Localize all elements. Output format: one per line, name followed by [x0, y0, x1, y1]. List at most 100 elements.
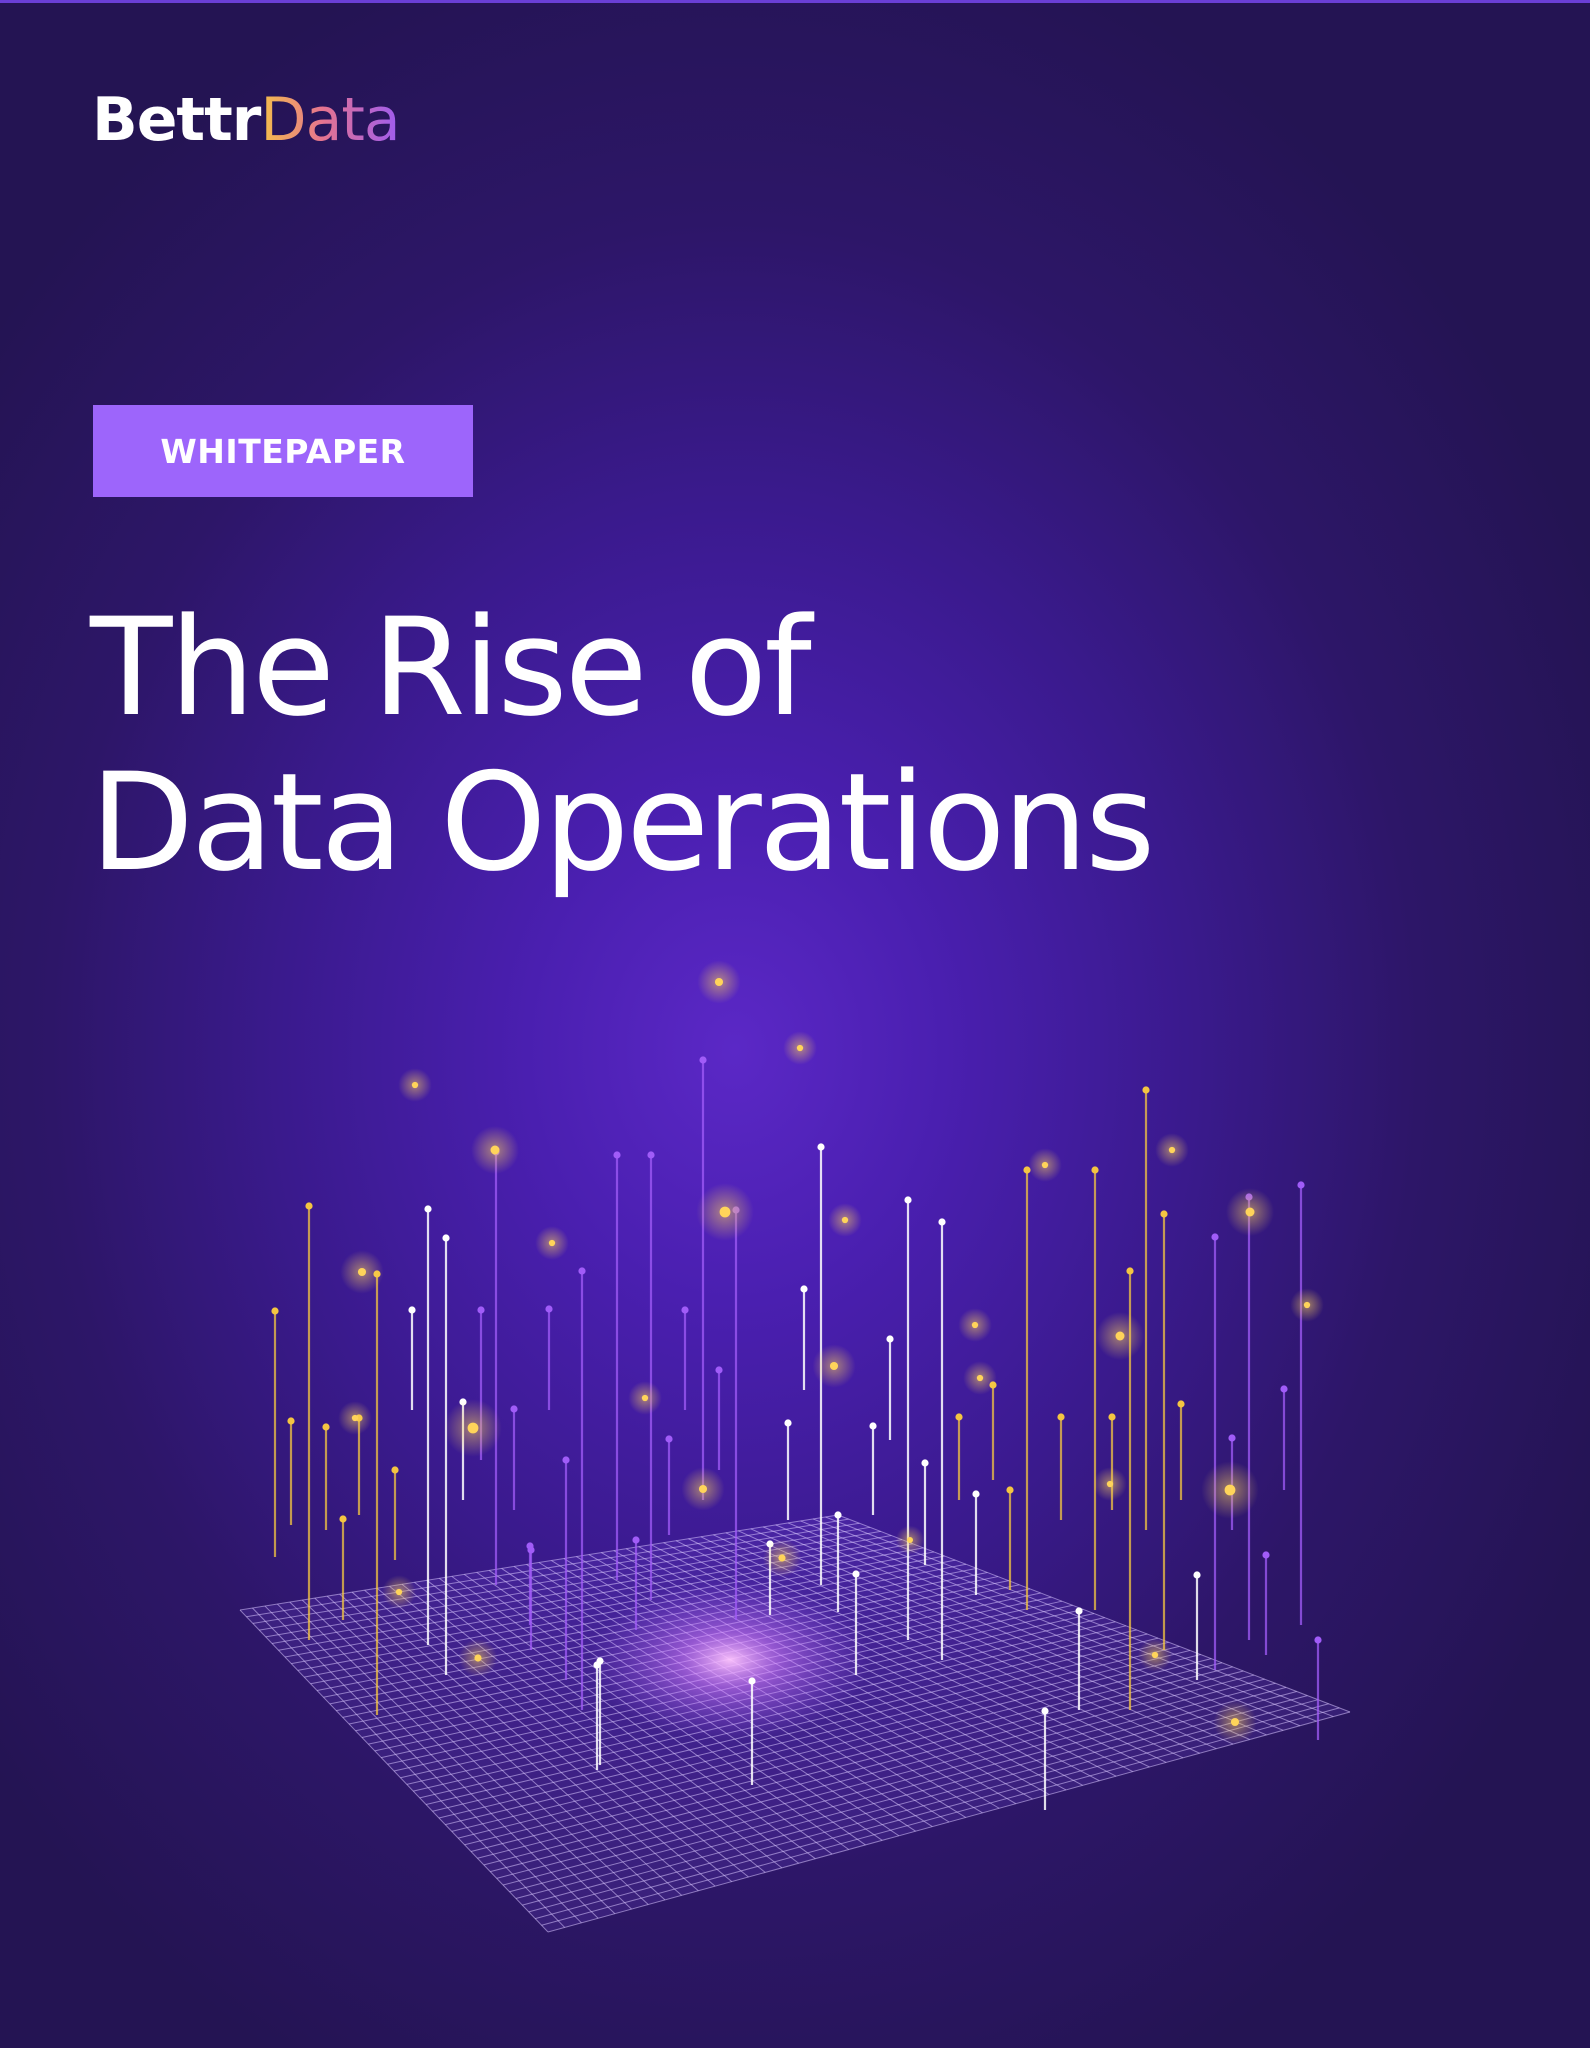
glow-particle — [1230, 1717, 1240, 1727]
glow-particle — [829, 1361, 839, 1371]
spike-dot — [748, 1677, 756, 1685]
data-grid-illustration — [239, 960, 1351, 1933]
grid-line — [515, 1690, 1297, 1899]
spike-dot — [408, 1306, 416, 1314]
spike-dot — [938, 1218, 946, 1226]
glow-particle — [490, 1145, 500, 1155]
grid-line — [528, 1699, 1319, 1913]
grid-line — [326, 1595, 666, 1901]
glow-particles — [338, 960, 1324, 1744]
glow-particle — [719, 1206, 731, 1218]
logo-text-data: Data — [260, 85, 400, 155]
spike-dot — [1041, 1707, 1049, 1715]
spike-dot — [1193, 1571, 1201, 1579]
grid-line — [239, 1609, 549, 1933]
spike-dot — [562, 1456, 570, 1464]
glow-particle — [467, 1422, 479, 1434]
grid-line — [289, 1601, 616, 1915]
glow-particle — [714, 977, 724, 987]
spike-dot — [632, 1536, 640, 1544]
spike-dot — [287, 1417, 295, 1425]
grid-line — [277, 1603, 599, 1919]
glow-particle — [548, 1239, 556, 1247]
top-edge-bar — [0, 0, 1590, 3]
glow-particle — [351, 1414, 359, 1422]
spike-dot — [391, 1466, 399, 1474]
spike-dot — [339, 1515, 347, 1523]
spike-dot — [665, 1435, 673, 1443]
spike-dot — [1297, 1181, 1305, 1189]
spike-dot — [1091, 1166, 1099, 1174]
spike-dot — [1262, 1551, 1270, 1559]
grid-line — [522, 1695, 1308, 1906]
title-line-1: The Rise of — [90, 589, 812, 746]
bettrdata-logo: BettrData — [92, 84, 401, 156]
glow-particle — [796, 1044, 804, 1052]
glow-particle — [411, 1081, 419, 1089]
spike-dot — [1228, 1434, 1236, 1442]
spike-dot — [834, 1511, 842, 1519]
spike-dot — [1108, 1413, 1116, 1421]
spike-dot — [442, 1234, 450, 1242]
spike-dot — [1160, 1210, 1168, 1218]
spike-dot — [593, 1661, 601, 1669]
spike-dot — [869, 1422, 877, 1430]
glow-particle — [641, 1394, 649, 1402]
logo-text-bettr: Bettr — [92, 85, 261, 155]
spike-dot — [1177, 1400, 1185, 1408]
badge-label: WHITEPAPER — [160, 431, 406, 471]
spike-dot — [784, 1419, 792, 1427]
glow-particle — [907, 1537, 913, 1543]
glow-particle — [1224, 1484, 1236, 1496]
spike-dot — [1057, 1413, 1065, 1421]
spike-dot — [1142, 1086, 1150, 1094]
spike-dot — [578, 1267, 586, 1275]
spike-dot — [1006, 1486, 1014, 1494]
spike-dot — [921, 1459, 929, 1467]
spike-dot — [527, 1546, 535, 1554]
glow-particle — [778, 1554, 786, 1562]
glow-particle — [1151, 1651, 1159, 1659]
spike-dot — [1075, 1607, 1083, 1615]
glow-particle — [1168, 1146, 1176, 1154]
spike-dot — [613, 1151, 621, 1159]
spike-dot — [477, 1306, 485, 1314]
spike-dot — [1314, 1636, 1322, 1644]
glow-particle — [698, 1484, 708, 1494]
spike-dot — [904, 1196, 912, 1204]
center-glow — [590, 1580, 870, 1740]
spike-dot — [681, 1306, 689, 1314]
spike-dot — [271, 1307, 279, 1315]
glow-particle — [841, 1216, 849, 1224]
spike-dot — [955, 1413, 963, 1421]
glow-particle — [1106, 1480, 1114, 1488]
glow-particle — [1115, 1331, 1125, 1341]
grid-line — [252, 1607, 566, 1928]
spike-dot — [545, 1305, 553, 1313]
grid-line — [541, 1707, 1340, 1926]
spike-dot — [715, 1366, 723, 1374]
whitepaper-badge: WHITEPAPER — [93, 405, 473, 497]
spike-dot — [305, 1202, 313, 1210]
glow-particle — [1303, 1301, 1311, 1309]
spike-dot — [1211, 1233, 1219, 1241]
spike-dot — [699, 1056, 707, 1064]
spike-dot — [647, 1151, 655, 1159]
spike-dot — [800, 1285, 808, 1293]
grid-line — [547, 1711, 1351, 1933]
spike-dot — [510, 1405, 518, 1413]
grid-line — [502, 1682, 1276, 1886]
glow-particle — [976, 1374, 984, 1382]
title-line-2: Data Operations — [90, 744, 1155, 901]
spike-dot — [1280, 1385, 1288, 1393]
spike-dot — [852, 1570, 860, 1578]
grid-line — [339, 1593, 682, 1896]
grid-line — [301, 1599, 632, 1910]
spike-dot — [972, 1490, 980, 1498]
spike-dot — [322, 1423, 330, 1431]
spike-dot — [1126, 1267, 1134, 1275]
glow-particle — [357, 1267, 367, 1277]
spike-dot — [424, 1205, 432, 1213]
glow-particle — [395, 1588, 403, 1596]
glow-particle — [971, 1321, 979, 1329]
